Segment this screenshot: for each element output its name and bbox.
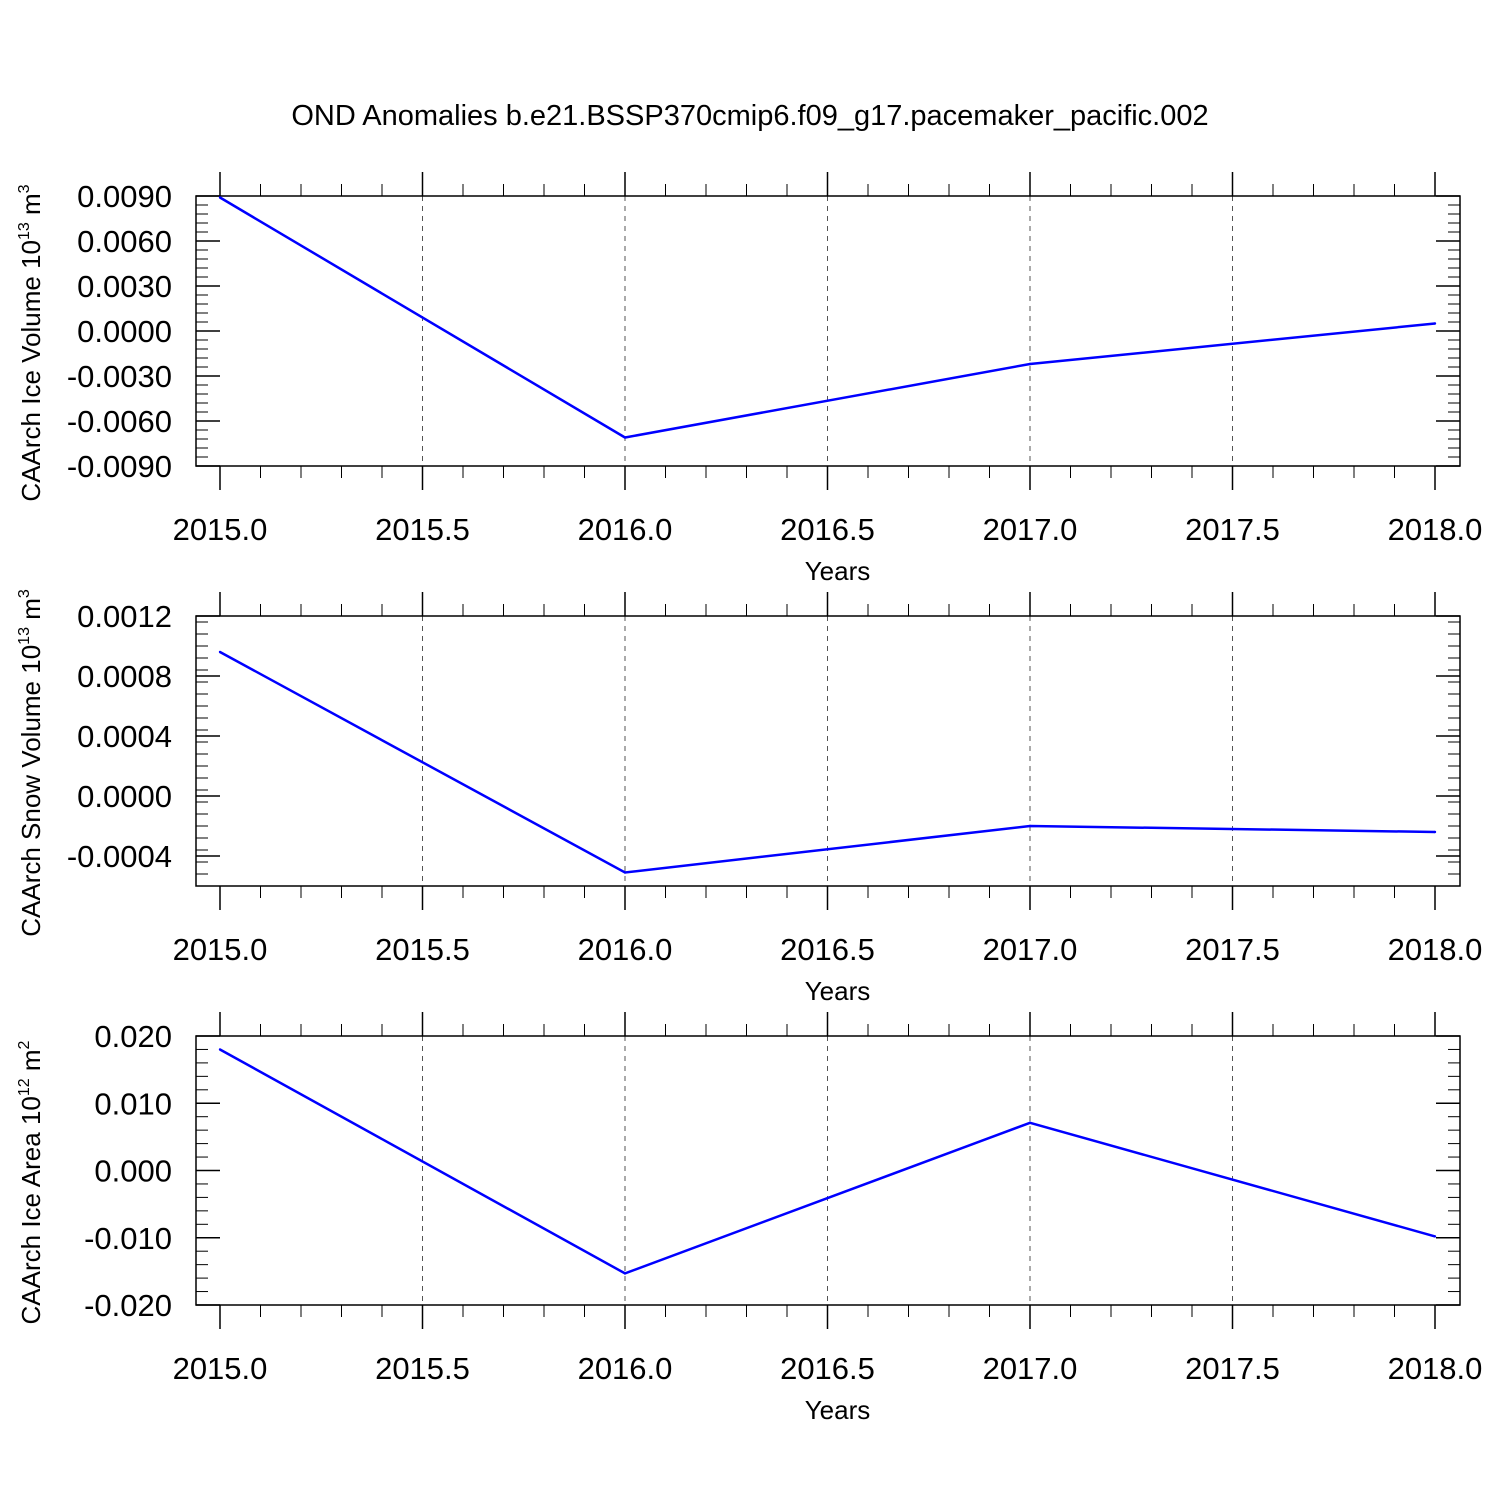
- series-line: [219, 1048, 1436, 1275]
- data-point: [623, 1272, 627, 1275]
- x-tick-label: 2017.5: [1185, 1351, 1280, 1386]
- y-tick-label: -0.0030: [67, 359, 172, 394]
- data-point: [623, 871, 627, 874]
- y-tick-label: 0.0060: [77, 224, 172, 259]
- figure-title: OND Anomalies b.e21.BSSP370cmip6.f09_g17…: [291, 100, 1208, 132]
- x-axis-label: Years: [805, 556, 871, 586]
- x-tick-label: 2017.0: [983, 1351, 1078, 1386]
- x-tick-label: 2015.5: [375, 932, 470, 967]
- y-tick-label: -0.0004: [67, 839, 172, 874]
- data-point: [218, 1048, 222, 1051]
- y-tick-label: 0.0090: [77, 179, 172, 214]
- x-tick-label: 2016.5: [780, 1351, 875, 1386]
- y-tick-label: 0.0008: [77, 659, 172, 694]
- y-tick-label: 0.0030: [77, 269, 172, 304]
- panel-1: 2015.0 2015.5 2016.0 2016.5 2017.0 2017.5 2018…: [16, 172, 1482, 586]
- x-axis-label: Years: [805, 976, 871, 1006]
- data-point: [218, 196, 222, 199]
- y-axis-label: CAArch Snow Volume 1013 m3: [16, 589, 46, 937]
- x-tick-label: 2017.5: [1185, 932, 1280, 967]
- y-tick-label: -0.010: [84, 1221, 172, 1256]
- x-tick-label: 2016.0: [578, 512, 673, 547]
- x-tick-label: 2016.0: [578, 1351, 673, 1386]
- x-tick-label: 2018.0: [1388, 1351, 1483, 1386]
- data-point: [1028, 362, 1032, 366]
- series-line: [219, 196, 1436, 439]
- data-point: [1433, 322, 1437, 325]
- y-tick-label: 0.0000: [77, 779, 172, 814]
- x-tick-label: 2015.5: [375, 1351, 470, 1386]
- y-tick-label: 0.000: [94, 1154, 172, 1189]
- x-tick-label: 2015.0: [173, 932, 268, 967]
- y-tick-label: 0.0000: [77, 314, 172, 349]
- y-tick-label: 0.010: [94, 1086, 172, 1121]
- panel-3: 2015.0 2015.5 2016.0 2016.5 2017.0 2017.5 2018…: [16, 1012, 1482, 1425]
- x-tick-label: 2016.0: [578, 932, 673, 967]
- x-tick-label: 2015.0: [173, 512, 268, 547]
- x-tick-label: 2015.0: [173, 1351, 268, 1386]
- data-point: [1433, 1235, 1437, 1238]
- x-tick-label: 2018.0: [1388, 932, 1483, 967]
- x-tick-label: 2017.5: [1185, 512, 1280, 547]
- data-point: [1433, 830, 1437, 834]
- x-tick-label: 2018.0: [1388, 512, 1483, 547]
- x-axis-label: Years: [805, 1395, 871, 1425]
- y-axis-label: CAArch Ice Area 1012 m2: [16, 1040, 46, 1324]
- panel-2: 2015.0 2015.5 2016.0 2016.5 2017.0 2017.5 2018…: [16, 589, 1482, 1006]
- x-tick-label: 2017.0: [983, 512, 1078, 547]
- y-tick-label: -0.020: [84, 1288, 172, 1323]
- data-point: [1028, 1121, 1032, 1124]
- y-tick-label: -0.0060: [67, 404, 172, 439]
- data-point: [218, 650, 222, 654]
- series-line: [219, 650, 1436, 874]
- data-point: [1028, 824, 1032, 828]
- y-tick-label: 0.0004: [77, 719, 172, 754]
- y-tick-label: 0.020: [94, 1019, 172, 1054]
- data-point: [623, 436, 627, 439]
- y-tick-label: 0.0012: [77, 599, 172, 634]
- y-axis-label: CAArch Ice Volume 1013 m3: [16, 184, 46, 501]
- x-tick-label: 2016.5: [780, 932, 875, 967]
- y-tick-label: -0.0090: [67, 449, 172, 484]
- x-tick-label: 2017.0: [983, 932, 1078, 967]
- x-tick-label: 2015.5: [375, 512, 470, 547]
- x-tick-label: 2016.5: [780, 512, 875, 547]
